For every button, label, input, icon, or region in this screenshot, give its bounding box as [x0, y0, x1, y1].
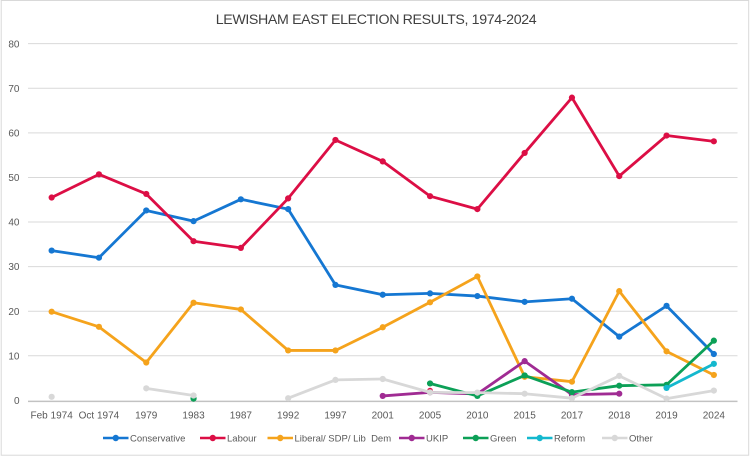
svg-text:LEWISHAM EAST ELECTION RESULTS: LEWISHAM EAST ELECTION RESULTS, 1974-202… [216, 12, 537, 28]
svg-text:1983: 1983 [182, 410, 205, 421]
svg-text:1987: 1987 [230, 410, 253, 421]
svg-text:2018: 2018 [608, 410, 631, 421]
svg-text:2015: 2015 [514, 410, 537, 421]
svg-text:Green: Green [490, 434, 516, 445]
svg-text:10: 10 [8, 351, 20, 362]
svg-text:Other: Other [629, 434, 653, 445]
svg-text:20: 20 [8, 307, 20, 318]
svg-text:Feb 1974: Feb 1974 [31, 410, 74, 421]
svg-text:2024: 2024 [703, 410, 726, 421]
svg-text:1997: 1997 [324, 410, 347, 421]
svg-text:30: 30 [8, 262, 20, 273]
svg-text:Labour: Labour [227, 434, 257, 445]
svg-text:0: 0 [14, 396, 20, 407]
svg-text:2019: 2019 [655, 410, 678, 421]
svg-text:1992: 1992 [277, 410, 300, 421]
svg-text:1979: 1979 [135, 410, 158, 421]
svg-text:80: 80 [8, 39, 20, 50]
svg-text:2010: 2010 [466, 410, 489, 421]
svg-text:2001: 2001 [372, 410, 395, 421]
svg-text:Reform: Reform [554, 434, 585, 445]
svg-text:70: 70 [8, 84, 20, 95]
svg-text:Liberal/ SDP/ Lib Dem: Liberal/ SDP/ Lib Dem [295, 434, 392, 445]
svg-text:60: 60 [8, 128, 20, 139]
svg-text:Oct 1974: Oct 1974 [79, 410, 120, 421]
svg-text:UKIP: UKIP [426, 434, 448, 445]
svg-text:Conservative: Conservative [130, 434, 185, 445]
svg-text:2005: 2005 [419, 410, 442, 421]
svg-text:40: 40 [8, 218, 20, 229]
svg-text:2017: 2017 [561, 410, 584, 421]
svg-text:50: 50 [8, 173, 20, 184]
